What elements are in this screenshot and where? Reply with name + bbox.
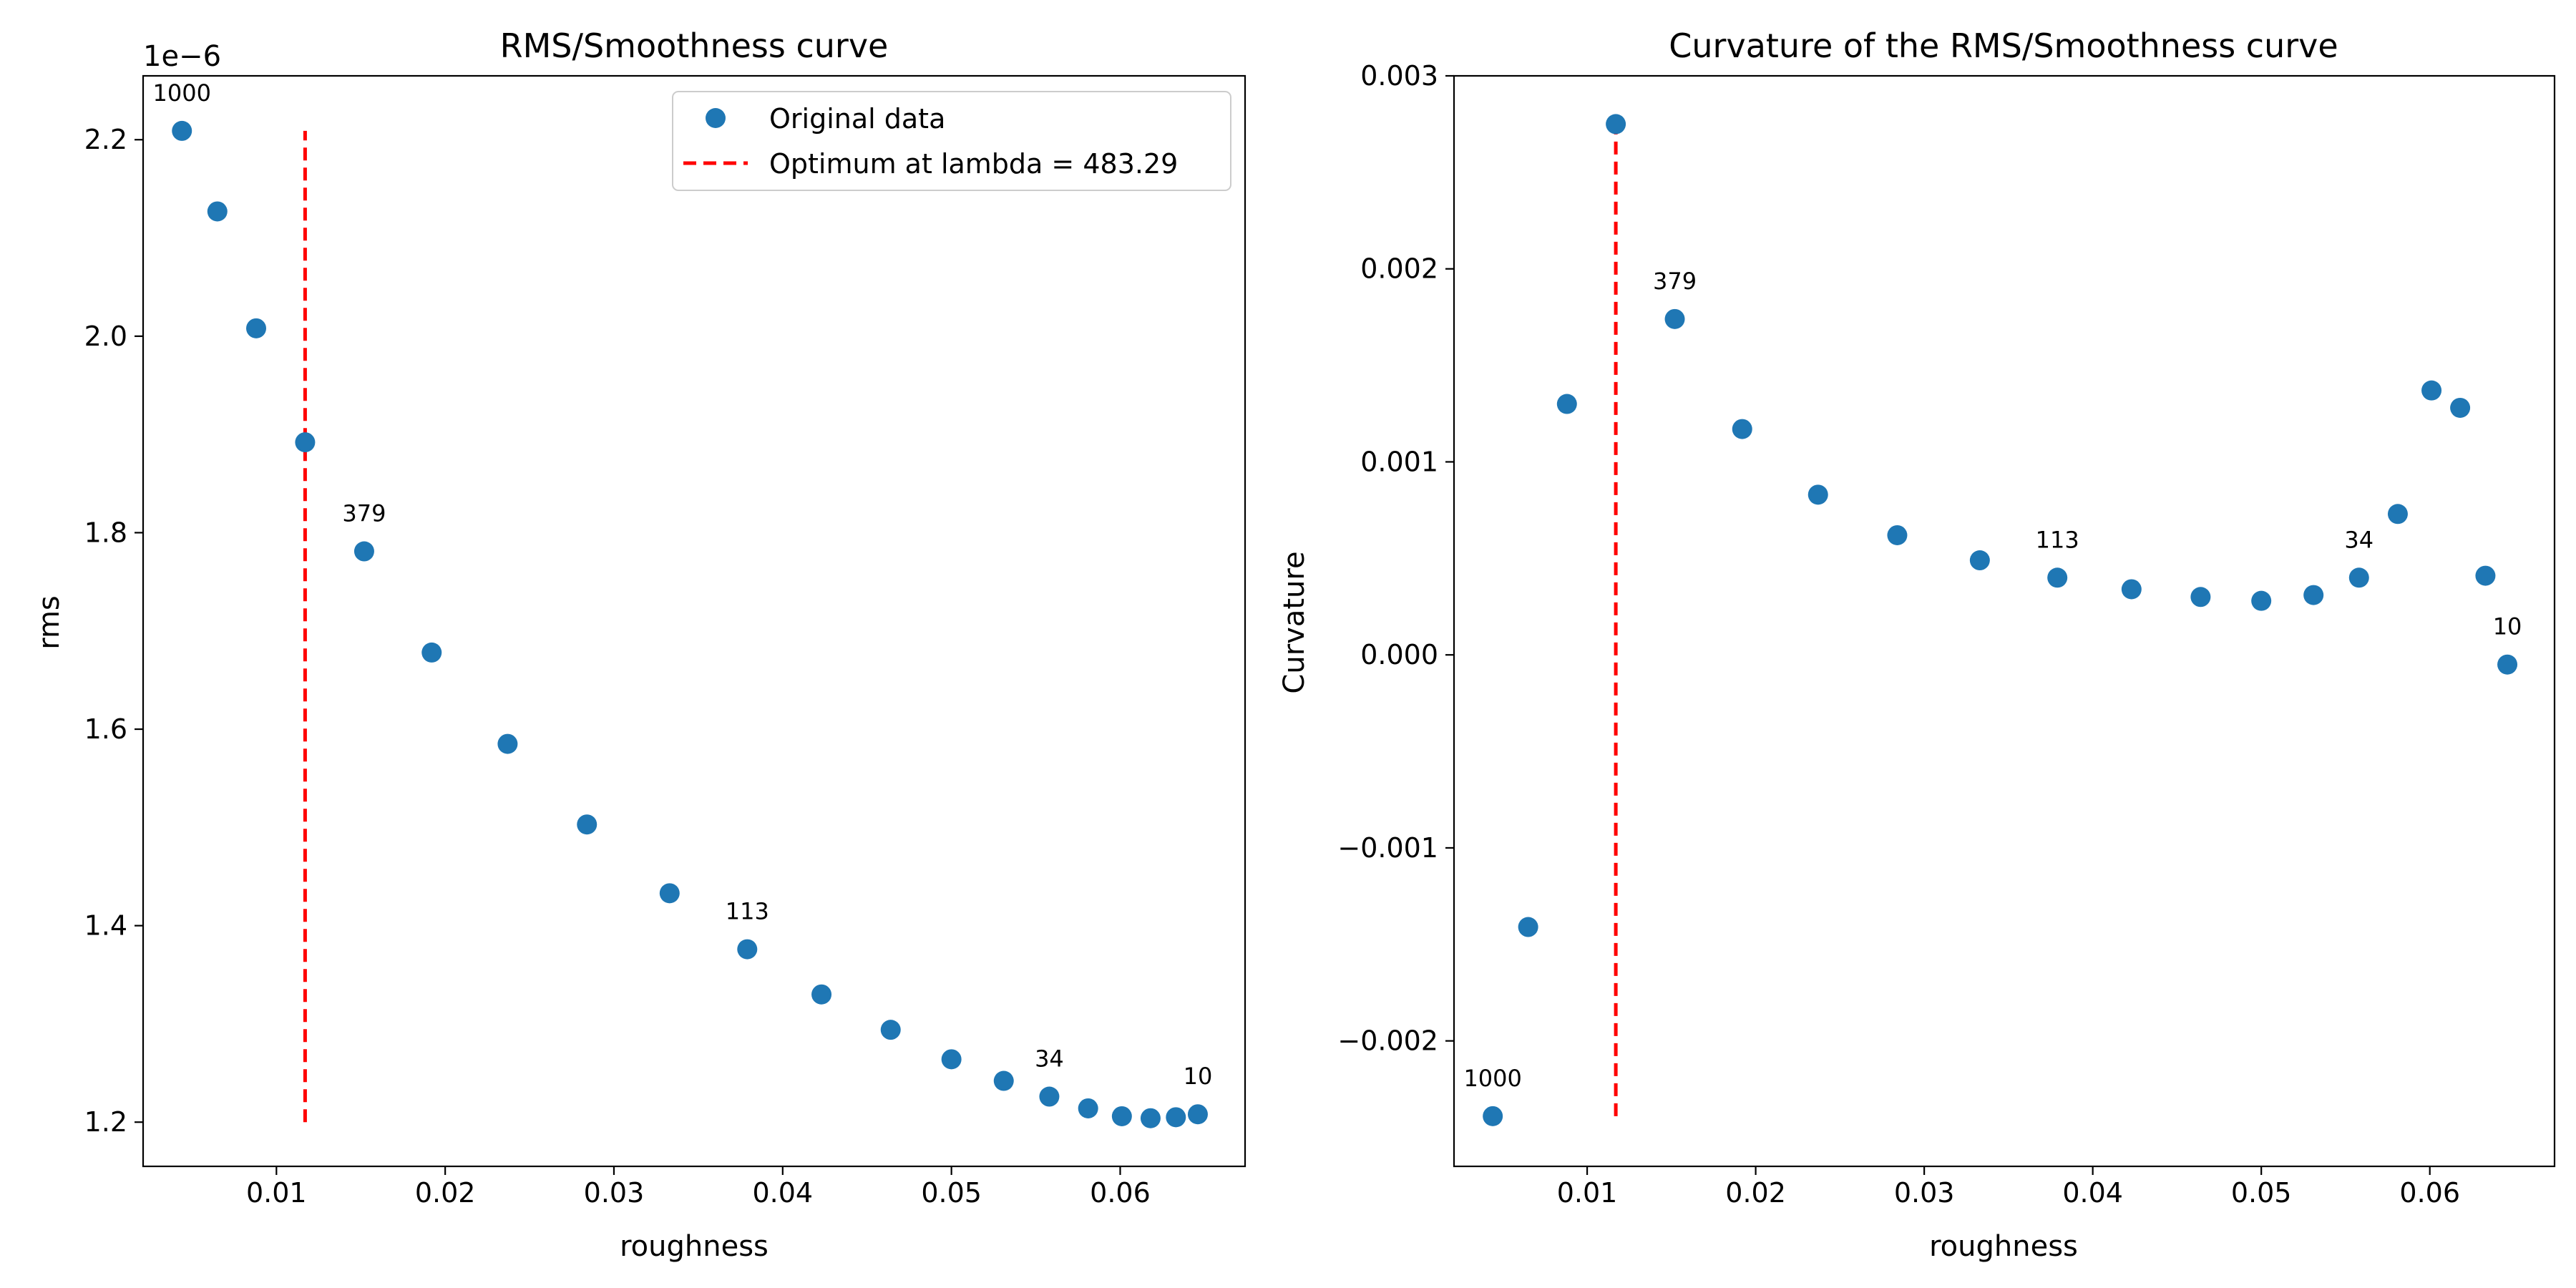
data-point <box>2190 587 2211 608</box>
legend-box <box>672 91 1231 191</box>
y-tick-label: −0.002 <box>1337 1025 1438 1057</box>
data-point <box>2387 504 2408 525</box>
axis-ticks: 0.01 0.02 0.03 0.04 0.05 0.06 −0.002 −0.001 0.00… <box>1337 60 2460 1209</box>
point-annotation: 34 <box>1035 1045 1064 1073</box>
y-axis-label: Curvature <box>1278 551 1311 693</box>
data-point <box>1887 525 1908 545</box>
data-point <box>1483 1106 1503 1126</box>
x-tick-label: 0.02 <box>415 1177 476 1209</box>
chart-title: Curvature of the RMS/Smoothness curve <box>1669 26 2338 65</box>
data-point <box>659 883 680 904</box>
data-point <box>353 541 374 562</box>
data-point <box>172 120 192 141</box>
legend: Original data Optimum at lambda = 483.29 <box>672 91 1231 191</box>
x-tick-label: 0.05 <box>921 1177 982 1209</box>
data-point <box>2450 397 2471 418</box>
point-annotation: 379 <box>1653 268 1697 295</box>
data-point <box>2421 380 2442 401</box>
x-axis-label: roughness <box>1929 1230 2078 1263</box>
data-point <box>2348 567 2369 588</box>
y-tick-label: 0.003 <box>1360 60 1438 92</box>
y-tick-label: 1.4 <box>84 910 127 942</box>
y-tick-label: 0.000 <box>1360 639 1438 670</box>
x-tick-label: 0.03 <box>584 1177 645 1209</box>
x-tick-label: 0.02 <box>1725 1177 1786 1209</box>
data-point <box>207 201 228 222</box>
point-annotation: 113 <box>726 898 769 925</box>
data-point <box>497 733 518 754</box>
axis-ticks: 0.01 0.02 0.03 0.04 0.05 0.06 1.2 1.4 1.6 1.8 2.0 2… <box>84 124 1151 1209</box>
data-point <box>993 1070 1014 1091</box>
x-tick-label: 0.04 <box>2062 1177 2123 1209</box>
y-tick-label: 1.6 <box>84 713 127 745</box>
rms-smoothness-chart: RMS/Smoothness curve 1e−6 roughness rms … <box>33 26 1246 1263</box>
plot-frame <box>142 74 1246 1168</box>
legend-label-original-data: Original data <box>769 103 945 135</box>
data-points <box>172 120 1208 1128</box>
x-tick-label: 0.06 <box>1090 1177 1151 1209</box>
point-annotations: 1000 379 113 34 10 <box>153 79 1213 1090</box>
x-tick-label: 0.05 <box>2231 1177 2292 1209</box>
data-point <box>1039 1086 1060 1107</box>
y-tick-label: 2.0 <box>84 321 127 352</box>
y-tick-label: 1.8 <box>84 517 127 548</box>
data-point <box>1111 1106 1132 1126</box>
y-tick-label: −0.001 <box>1337 832 1438 864</box>
point-annotation: 113 <box>2036 526 2079 553</box>
data-point <box>2251 590 2272 611</box>
x-tick-label: 0.01 <box>246 1177 307 1209</box>
chart-title: RMS/Smoothness curve <box>500 26 889 65</box>
x-tick-label: 0.03 <box>1894 1177 1955 1209</box>
x-axis-label: roughness <box>620 1230 769 1263</box>
data-point <box>737 939 758 960</box>
y-tick-label: 1.2 <box>84 1106 127 1138</box>
point-annotation: 10 <box>2493 613 2522 640</box>
data-point <box>941 1049 962 1070</box>
point-annotation: 1000 <box>1463 1065 1521 1092</box>
point-annotation: 10 <box>1184 1063 1213 1090</box>
x-tick-label: 0.04 <box>753 1177 814 1209</box>
data-point <box>1078 1098 1098 1118</box>
data-point <box>880 1020 901 1040</box>
point-annotation: 1000 <box>153 79 211 107</box>
y-tick-label: 0.002 <box>1360 253 1438 285</box>
curvature-chart: Curvature of the RMS/Smoothness curve ro… <box>1278 26 2556 1263</box>
data-point <box>1732 419 1752 439</box>
data-point <box>1606 114 1626 135</box>
data-point <box>421 642 442 663</box>
data-point <box>1556 394 1577 414</box>
data-point <box>2121 579 2142 600</box>
data-point <box>295 432 316 453</box>
legend-label-optimum: Optimum at lambda = 483.29 <box>769 148 1178 180</box>
data-points <box>1483 114 2518 1126</box>
point-annotations: 1000 379 113 34 10 <box>1463 268 2522 1092</box>
y-axis-label: rms <box>33 595 66 650</box>
x-tick-label: 0.06 <box>2399 1177 2460 1209</box>
plot-frame <box>1453 74 2556 1168</box>
data-point <box>1140 1108 1161 1128</box>
y-tick-label: 0.001 <box>1360 446 1438 477</box>
x-tick-label: 0.01 <box>1557 1177 1618 1209</box>
data-point <box>1664 308 1685 329</box>
data-point <box>2303 585 2324 605</box>
data-point <box>1166 1107 1186 1128</box>
data-point <box>2497 654 2518 675</box>
point-annotation: 34 <box>2344 526 2373 553</box>
data-point <box>2475 565 2496 586</box>
data-point <box>577 814 597 835</box>
data-point <box>246 318 267 338</box>
data-point <box>1807 484 1828 505</box>
data-point <box>1187 1104 1208 1125</box>
data-point <box>1969 550 1990 571</box>
y-axis-offset-label: 1e−6 <box>143 40 221 73</box>
data-point <box>811 984 832 1005</box>
legend-marker-original-data <box>706 108 726 128</box>
data-point <box>2047 567 2068 588</box>
point-annotation: 379 <box>342 500 386 527</box>
data-point <box>1518 917 1538 937</box>
y-tick-label: 2.2 <box>84 124 127 155</box>
